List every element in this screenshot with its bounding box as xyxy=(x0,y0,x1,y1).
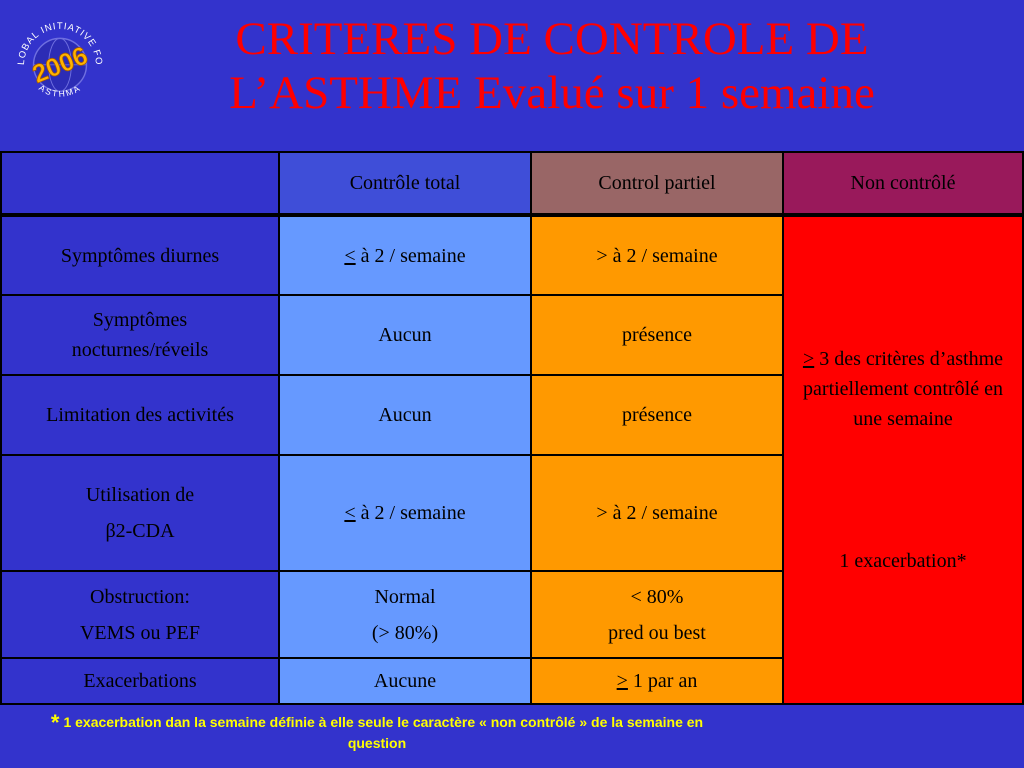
table-row: Symptômes nocturnes/réveils Aucun présen… xyxy=(0,294,1023,376)
footnote-asterisk: * xyxy=(50,710,60,735)
gina-2006-logo: GLOBAL INITIATIVE FOR 2006 ASTHMA xyxy=(8,10,103,99)
cell-total-obstruction: Normal (> 80%) xyxy=(278,570,532,659)
less-equal-symbol: < xyxy=(344,502,356,524)
cell-total-limitation-activites: Aucun xyxy=(278,374,532,456)
table-header-row: Contrôle total Control partiel Non contr… xyxy=(0,151,1024,217)
row-label-obstruction: Obstruction: VEMS ou PEF xyxy=(0,570,280,659)
non-controle-exacerbation: 1 exacerbation* xyxy=(839,550,967,572)
row-label-exacerbations: Exacerbations xyxy=(0,657,280,705)
table-row: Obstruction: VEMS ou PEF Normal (> 80%) … xyxy=(0,570,1023,659)
cell-total-exacerbations: Aucune xyxy=(278,657,532,705)
cell-non-controle: > 3 des critères d’asthme partiellement … xyxy=(782,214,1024,705)
cell-partiel-obstruction: < 80% pred ou best xyxy=(530,570,784,659)
non-controle-criteria: > 3 des critères d’asthme partiellement … xyxy=(802,348,1004,430)
cell-total-utilisation-b2-cda: < à 2 / semaine xyxy=(278,454,532,572)
slide-title-line-2: L’ASTHME Evalué sur 1 semaine xyxy=(229,67,875,119)
cell-total-symptomes-nocturnes: Aucun xyxy=(278,294,532,376)
header-controle-total: Contrôle total xyxy=(278,151,532,217)
cell-partiel-symptomes-nocturnes: présence xyxy=(530,294,784,376)
slide-title-line-1: CRITERES DE CONTROLE DE xyxy=(235,13,869,65)
footnote-text: 1 exacerbation dan la semaine définie à … xyxy=(63,714,704,751)
header-control-partiel: Control partiel xyxy=(530,151,784,217)
row-label-utilisation-b2-cda: Utilisation de β2-CDA xyxy=(0,454,280,572)
cell-partiel-limitation-activites: présence xyxy=(530,374,784,456)
cell-total-symptomes-diurnes: < à 2 / semaine xyxy=(278,214,532,296)
asthma-control-criteria-table: Contrôle total Control partiel Non contr… xyxy=(0,151,1024,705)
greater-equal-symbol: > xyxy=(616,670,628,692)
row-label-symptomes-nocturnes: Symptômes nocturnes/réveils xyxy=(0,294,280,376)
cell-partiel-symptomes-diurnes: > à 2 / semaine xyxy=(530,214,784,296)
row-label-symptomes-diurnes: Symptômes diurnes xyxy=(0,214,280,296)
slide-title: CRITERES DE CONTROLE DE L’ASTHME Evalué … xyxy=(120,12,984,120)
table-row: Limitation des activités Aucun présence xyxy=(0,374,1023,456)
footnote: * 1 exacerbation dan la semaine définie à… xyxy=(30,712,724,754)
table-row: Utilisation de β2-CDA < à 2 / semaine > … xyxy=(0,454,1023,572)
table-row: Symptômes diurnes < à 2 / semaine > à 2 … xyxy=(0,214,1024,705)
header-corner-cell xyxy=(0,151,280,217)
cell-partiel-exacerbations: > 1 par an xyxy=(530,657,784,705)
row-label-limitation-activites: Limitation des activités xyxy=(0,374,280,456)
less-equal-symbol: < xyxy=(344,244,356,267)
table-row: Exacerbations Aucune > 1 par an xyxy=(0,657,1023,705)
cell-partiel-utilisation-b2-cda: > à 2 / semaine xyxy=(530,454,784,572)
header-non-controle: Non contrôlé xyxy=(782,151,1024,217)
greater-equal-symbol: > xyxy=(802,348,815,370)
